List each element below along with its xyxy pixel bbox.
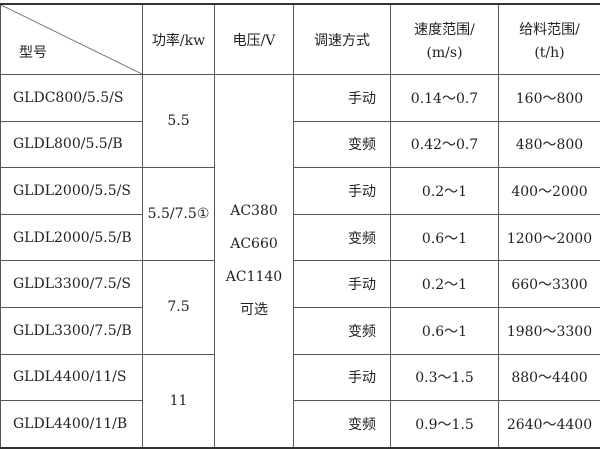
voltage-option: AC1140	[225, 268, 283, 285]
feed-cell: 400～2000	[498, 167, 600, 215]
model-cell: GLDL2000/5.5/S	[0, 167, 143, 215]
header-row: 型号 功率/kw 电压/V 调速方式 速度范围/ (m/s) 给料范围/ (t/h)	[0, 3, 600, 75]
feed-range-line1: 给料范围/	[519, 21, 580, 38]
power-cell: 11	[142, 353, 215, 449]
speed-cell: 0.9～1.5	[390, 400, 499, 449]
header-power: 功率/kw	[142, 3, 215, 75]
mode-cell: 手动	[293, 260, 391, 308]
speed-cell: 0.2～1	[390, 167, 499, 215]
header-speed-mode: 调速方式	[293, 3, 391, 75]
speed-cell: 0.42～0.7	[390, 120, 499, 169]
table-row: GLDL2000/5.5/B 变频 0.6～1 1200～2000	[0, 213, 600, 262]
voltage-option: 可选	[240, 301, 268, 318]
model-cell: GLDL800/5.5/B	[0, 120, 143, 169]
mode-cell: 变频	[293, 306, 391, 355]
feed-cell: 880～4400	[498, 353, 600, 402]
voltage-cell: AC380 AC660 AC1140 可选	[214, 73, 294, 449]
feed-cell: 2640～4400	[498, 400, 600, 449]
table-row: GLDL2000/5.5/S 5.5/7.5① 手动 0.2～1 400～200…	[0, 167, 600, 262]
spec-table: 型号 功率/kw 电压/V 调速方式 速度范围/ (m/s) 给料范围/ (t/h)…	[0, 3, 600, 449]
speed-range-line2: (m/s)	[426, 44, 463, 61]
mode-cell: 变频	[293, 213, 391, 262]
voltage-option: AC380	[230, 202, 278, 219]
model-cell: GLDL3300/7.5/B	[0, 306, 143, 355]
speed-cell: 0.2～1	[390, 260, 499, 308]
diagonal-divider	[1, 5, 142, 74]
header-feed-range: 给料范围/ (t/h)	[498, 3, 600, 75]
power-cell: 5.5	[142, 73, 215, 169]
model-cell: GLDL4400/11/S	[0, 353, 143, 402]
model-cell: GLDL3300/7.5/S	[0, 260, 143, 308]
mode-cell: 手动	[293, 353, 391, 402]
table-row: GLDL3300/7.5/S 7.5 手动 0.2～1 660～3300	[0, 260, 600, 355]
speed-cell: 0.6～1	[390, 306, 499, 355]
table-row: GLDL800/5.5/B 变频 0.42～0.7 480～800	[0, 120, 600, 169]
mode-cell: 手动	[293, 167, 391, 215]
speed-range-line1: 速度范围/	[414, 21, 475, 38]
feed-cell: 660～3300	[498, 260, 600, 308]
model-cell: GLDC800/5.5/S	[0, 74, 143, 122]
header-voltage: 电压/V	[214, 3, 294, 75]
table-row: GLDL3300/7.5/B 变频 0.6～1 1980～3300	[0, 306, 600, 355]
feed-cell: 480～800	[498, 120, 600, 169]
table-row: GLDL4400/11/B 变频 0.9～1.5 2640～4400	[0, 400, 600, 449]
model-cell: GLDL2000/5.5/B	[0, 213, 143, 262]
voltage-option: AC660	[230, 235, 278, 252]
power-cell: 7.5	[142, 260, 215, 355]
power-cell: 5.5/7.5①	[142, 167, 215, 262]
table-row: GLDC800/5.5/S 5.5 AC380 AC660 AC1140 可选 …	[0, 73, 600, 449]
header-model: 型号	[0, 3, 143, 75]
header-speed-range: 速度范围/ (m/s)	[390, 3, 499, 75]
mode-cell: 变频	[293, 400, 391, 449]
mode-cell: 变频	[293, 120, 391, 169]
header-model-label: 型号	[19, 45, 47, 61]
speed-cell: 0.14～0.7	[390, 74, 499, 122]
model-cell: GLDL4400/11/B	[0, 400, 143, 449]
feed-range-line2: (t/h)	[534, 44, 565, 61]
speed-cell: 0.6～1	[390, 213, 499, 262]
feed-cell: 1200～2000	[498, 213, 600, 262]
mode-cell: 手动	[293, 74, 391, 122]
table-row: GLDL4400/11/S 11 手动 0.3～1.5 880～4400	[0, 353, 600, 449]
feed-cell: 160～800	[498, 74, 600, 122]
feed-cell: 1980～3300	[498, 306, 600, 355]
speed-cell: 0.3～1.5	[390, 353, 499, 402]
